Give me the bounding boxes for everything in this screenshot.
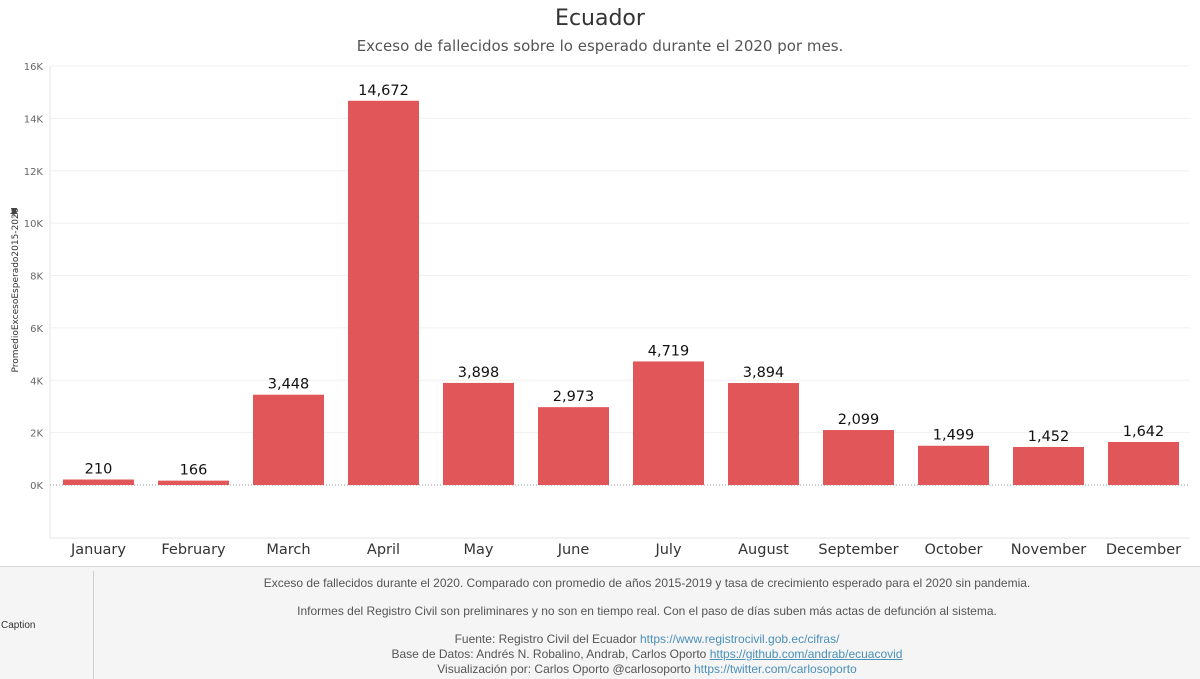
data-label: 1,499 <box>933 428 975 444</box>
x-tick-label: August <box>738 542 789 558</box>
caption-fuente-line: Fuente: Registro Civil del Ecuador https… <box>94 632 1200 646</box>
bar-november[interactable] <box>1013 446 1084 485</box>
caption-label: Caption <box>1 620 36 631</box>
data-label: 4,719 <box>648 343 690 359</box>
caption-line-1: Exceso de fallecidos durante el 2020. Co… <box>263 576 1031 590</box>
x-tick-label: December <box>1106 542 1181 558</box>
x-tick-label: February <box>161 542 226 558</box>
caption-viz-line: Visualización por: Carlos Oporto @carlos… <box>94 662 1200 676</box>
caption-base-line: Base de Datos: Andrés N. Robalino, Andra… <box>94 647 1200 661</box>
caption-viz-text: Visualización por: Carlos Oporto @carlos… <box>437 662 694 676</box>
bar-august[interactable] <box>728 383 799 485</box>
bar-april[interactable] <box>348 100 419 485</box>
x-tick-label: October <box>924 542 982 558</box>
x-tick-label: April <box>367 542 400 558</box>
x-tick-label: September <box>818 542 898 558</box>
y-tick-label: 16K <box>24 62 44 73</box>
bar-chart: 210 166 3,448 14,672 3,898 2,973 4,719 3,894 2,0… <box>10 62 1190 558</box>
y-axis-title-group: PromedioExcesoEsperado2015-2020 <box>10 207 21 372</box>
y-tick-label: 2K <box>30 429 43 440</box>
github-link[interactable]: https://github.com/andrab/ecuacovid <box>709 647 903 661</box>
data-label: 1,642 <box>1123 424 1165 440</box>
y-tick-label: 8K <box>30 272 43 283</box>
x-tick-label: June <box>557 542 590 558</box>
x-tick-label: November <box>1011 542 1086 558</box>
bar-july[interactable] <box>633 361 704 485</box>
y-tick-label: 12K <box>24 167 44 178</box>
bar-june[interactable] <box>538 407 609 485</box>
y-tick-label: 4K <box>30 376 43 387</box>
data-label: 14,672 <box>358 83 409 99</box>
y-tick-label: 14K <box>24 114 44 125</box>
y-tick-label: 6K <box>30 324 43 335</box>
y-axis-title: PromedioExcesoEsperado2015-2020 <box>11 207 21 372</box>
data-label: 3,448 <box>268 377 310 393</box>
data-label: 166 <box>180 463 208 479</box>
bar-december[interactable] <box>1108 442 1179 485</box>
x-tick-label: May <box>464 542 494 558</box>
bar-october[interactable] <box>918 445 989 485</box>
y-tick-label: 0K <box>30 481 43 492</box>
x-tick-label: July <box>654 542 681 558</box>
y-axis-ticks: 0K 2K 4K 6K 8K 10K 12K 14K 16K <box>24 62 44 492</box>
x-tick-label: January <box>70 542 126 558</box>
bar-february[interactable] <box>158 480 229 485</box>
caption-divider <box>93 571 94 679</box>
data-label: 1,452 <box>1028 429 1070 445</box>
data-label: 3,898 <box>458 365 500 381</box>
x-tick-label: March <box>266 542 310 558</box>
bar-march[interactable] <box>253 394 324 485</box>
bar-september[interactable] <box>823 430 894 485</box>
pin-icon[interactable] <box>10 208 18 219</box>
data-label: 3,894 <box>743 365 785 381</box>
data-label: 2,973 <box>553 389 595 405</box>
caption-panel: Caption Exceso de fallecidos durante el … <box>0 566 1200 679</box>
data-label: 210 <box>85 462 113 478</box>
data-labels: 210 166 3,448 14,672 3,898 2,973 4,719 3,894 2,0… <box>85 83 1165 479</box>
bar-may[interactable] <box>443 382 514 485</box>
chart-title: Ecuador <box>555 6 645 31</box>
bar-january[interactable] <box>63 479 134 485</box>
registro-civil-link[interactable]: https://www.registrocivil.gob.ec/cifras/ <box>640 632 840 646</box>
caption-base-text: Base de Datos: Andrés N. Robalino, Andra… <box>391 647 710 661</box>
data-label: 2,099 <box>838 412 880 428</box>
chart-subtitle: Exceso de fallecidos sobre lo esperado d… <box>356 37 844 55</box>
y-tick-label: 10K <box>24 219 44 230</box>
caption-line-2: Informes del Registro Civil son prelimin… <box>297 604 997 618</box>
caption-fuente-text: Fuente: Registro Civil del Ecuador <box>454 632 640 646</box>
twitter-link[interactable]: https://twitter.com/carlosoporto <box>694 662 857 676</box>
bars <box>63 100 1179 485</box>
gridlines <box>50 65 1190 434</box>
x-axis-ticks: January February March April May June July Augu… <box>70 542 1181 558</box>
axes <box>49 66 1190 539</box>
